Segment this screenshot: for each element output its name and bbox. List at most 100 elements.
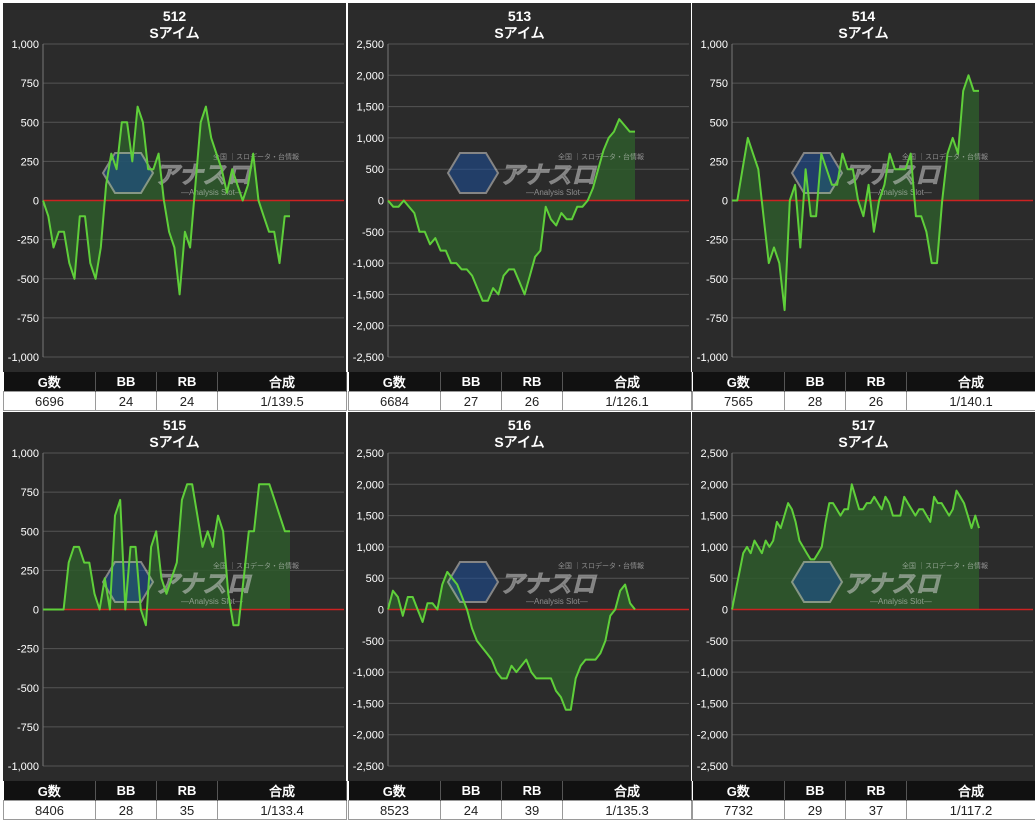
y-tick-label: 1,000 — [700, 542, 728, 554]
svg-text:アナスロ: アナスロ — [155, 571, 253, 598]
y-tick-label: 1,000 — [356, 542, 384, 554]
stats-value-rb: 35 — [156, 800, 218, 820]
stats-value-rb: 39 — [501, 800, 563, 820]
stats-header-rb: RB — [845, 372, 907, 392]
stats-table: G数 BB RB 合成 7565 28 26 1/140.1 — [692, 372, 1035, 411]
y-tick-label: 2,500 — [356, 39, 384, 51]
y-tick-label: -750 — [17, 313, 39, 325]
y-tick-label: 250 — [710, 156, 728, 168]
y-tick-label: -500 — [706, 636, 728, 648]
stats-header-rb: RB — [156, 781, 218, 801]
y-tick-label: -500 — [706, 274, 728, 286]
y-tick-label: 1,500 — [700, 511, 728, 523]
y-tick-label: 1,000 — [11, 448, 39, 460]
y-tick-label: 1,000 — [700, 39, 728, 51]
chart-panel-514: 514 Sアイム -1,000 -750 -500 -250 0 250 500 750 1,000… — [692, 3, 1035, 411]
stats-value-games: 8406 — [3, 800, 96, 820]
stats-header-bb: BB — [440, 372, 502, 392]
stats-header-combined: 合成 — [562, 781, 692, 801]
y-tick-label: 500 — [710, 573, 728, 585]
stats-header-bb: BB — [95, 372, 157, 392]
y-tick-label: -2,500 — [353, 761, 384, 773]
series-line — [732, 74, 979, 312]
svg-text:全国 ｜スロデータ・台情報: 全国 ｜スロデータ・台情報 — [558, 561, 644, 570]
y-tick-label: 500 — [366, 573, 384, 585]
y-tick-label: -1,000 — [697, 352, 728, 364]
svg-text:全国 ｜スロデータ・台情報: 全国 ｜スロデータ・台情報 — [902, 561, 988, 570]
chart-area: 516 Sアイム -2,500 -2,000 -1,500 -1,000 -500 0 500 1… — [348, 412, 691, 781]
stats-header-rb: RB — [156, 372, 218, 392]
y-tick-label: -2,000 — [697, 730, 728, 742]
chart-subtitle: Sアイム — [838, 25, 889, 41]
y-tick-label: -1,000 — [8, 761, 39, 773]
chart-panel-512: 512 Sアイム -1,000 -750 -500 -250 0 250 500 750 1,000… — [3, 3, 347, 411]
svg-text:—Analysis Slot—: —Analysis Slot— — [870, 188, 932, 197]
y-tick-label: 2,000 — [700, 479, 728, 491]
stats-table: G数 BB RB 合成 8523 24 39 1/135.3 — [348, 781, 692, 820]
y-tick-label: -1,500 — [353, 698, 384, 710]
stats-table: G数 BB RB 合成 7732 29 37 1/117.2 — [692, 781, 1035, 820]
stats-table: G数 BB RB 合成 6696 24 24 1/139.5 — [3, 372, 347, 411]
series-line — [387, 118, 635, 302]
svg-text:全国 ｜スロデータ・台情報: 全国 ｜スロデータ・台情報 — [902, 152, 988, 161]
y-tick-label: -250 — [17, 235, 39, 247]
svg-text:—Analysis Slot—: —Analysis Slot— — [526, 597, 588, 606]
y-tick-label: -500 — [17, 683, 39, 695]
stats-value-games: 7565 — [692, 391, 785, 411]
stats-table: G数 BB RB 合成 8406 28 35 1/133.4 — [3, 781, 347, 820]
y-tick-label: 1,000 — [356, 133, 384, 145]
stats-value-combined: 1/140.1 — [906, 391, 1035, 411]
y-tick-label: 0 — [33, 605, 39, 617]
stats-header-combined: 合成 — [217, 781, 347, 801]
y-tick-label: -250 — [17, 644, 39, 656]
stats-value-bb: 29 — [784, 800, 846, 820]
svg-text:アナスロ: アナスロ — [844, 571, 942, 598]
y-tick-label: 0 — [722, 196, 728, 208]
svg-text:—Analysis Slot—: —Analysis Slot— — [181, 188, 243, 197]
y-tick-label: -2,500 — [697, 761, 728, 773]
stats-value-bb: 27 — [440, 391, 502, 411]
chart-panel-513: 513 Sアイム -2,500 -2,000 -1,500 -1,000 -500 0 500 1… — [348, 3, 692, 411]
y-tick-label: -1,000 — [353, 667, 384, 679]
stats-header-rb: RB — [845, 781, 907, 801]
series-area — [732, 75, 979, 311]
y-tick-label: -1,000 — [697, 667, 728, 679]
svg-text:アナスロ: アナスロ — [844, 162, 942, 189]
series-area — [388, 119, 635, 301]
stats-value-games: 7732 — [692, 800, 785, 820]
stats-value-combined: 1/126.1 — [562, 391, 692, 411]
plot-svg: -1,000 -750 -500 -250 0 250 500 750 1,000 全国 ｜スロデ… — [697, 39, 1033, 364]
stats-value-bb: 28 — [95, 800, 157, 820]
y-tick-label: 750 — [21, 487, 39, 499]
stats-header-games: G数 — [348, 781, 441, 801]
svg-text:全国 ｜スロデータ・台情報: 全国 ｜スロデータ・台情報 — [213, 561, 299, 570]
plot-svg: -1,000 -750 -500 -250 0 250 500 750 1,000 全国 ｜スロデ… — [8, 39, 344, 364]
plot-svg: -2,500 -2,000 -1,500 -1,000 -500 0 500 1,000 1,5… — [697, 448, 1033, 773]
chart-area: 512 Sアイム -1,000 -750 -500 -250 0 250 500 750 1,000… — [3, 3, 346, 372]
stats-value-bb: 24 — [440, 800, 502, 820]
stats-value-combined: 1/139.5 — [217, 391, 347, 411]
y-tick-label: 250 — [21, 156, 39, 168]
svg-text:アナスロ: アナスロ — [500, 162, 598, 189]
chart-title: 515 — [162, 417, 187, 433]
y-tick-label: -500 — [362, 227, 384, 239]
y-tick-label: 1,000 — [11, 39, 39, 51]
chart-area: 517 Sアイム -2,500 -2,000 -1,500 -1,000 -500 0 500 1… — [692, 412, 1035, 781]
series-line — [43, 483, 290, 627]
y-tick-label: -500 — [17, 274, 39, 286]
svg-text:—Analysis Slot—: —Analysis Slot— — [181, 597, 243, 606]
y-tick-label: 500 — [21, 117, 39, 129]
stats-value-bb: 24 — [95, 391, 157, 411]
chart-panel-516: 516 Sアイム -2,500 -2,000 -1,500 -1,000 -500 0 500 1… — [348, 412, 692, 820]
stats-value-combined: 1/133.4 — [217, 800, 347, 820]
series-area — [43, 484, 290, 626]
plot-svg: -2,500 -2,000 -1,500 -1,000 -500 0 500 1,000 1,5… — [353, 39, 689, 364]
stats-header-rb: RB — [501, 781, 563, 801]
y-tick-label: 500 — [710, 117, 728, 129]
chart-title: 513 — [507, 8, 532, 24]
chart-title: 514 — [851, 8, 876, 24]
series-line — [42, 105, 290, 296]
svg-text:—Analysis Slot—: —Analysis Slot— — [870, 597, 932, 606]
y-tick-label: -1,000 — [353, 258, 384, 270]
